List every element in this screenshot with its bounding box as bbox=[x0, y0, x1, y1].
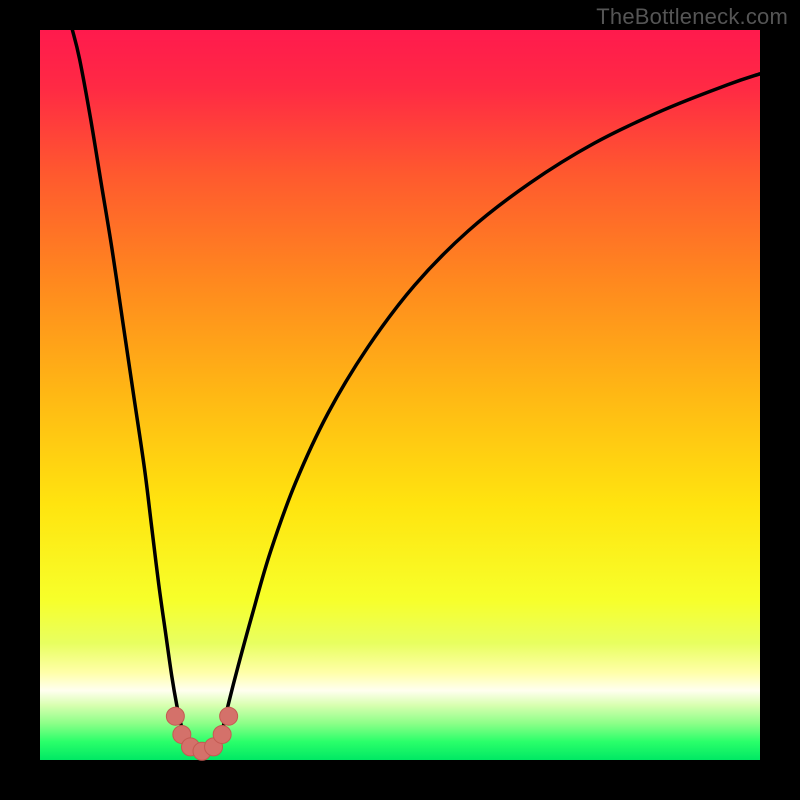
bottleneck-curve-left bbox=[72, 30, 181, 725]
curve-layer bbox=[40, 30, 760, 760]
valley-marker bbox=[166, 707, 184, 725]
plot-area bbox=[40, 30, 760, 760]
watermark-text: TheBottleneck.com bbox=[596, 4, 788, 30]
bottleneck-curve-right bbox=[224, 74, 760, 725]
valley-marker bbox=[220, 707, 238, 725]
valley-markers bbox=[166, 707, 237, 760]
valley-marker bbox=[213, 725, 231, 743]
